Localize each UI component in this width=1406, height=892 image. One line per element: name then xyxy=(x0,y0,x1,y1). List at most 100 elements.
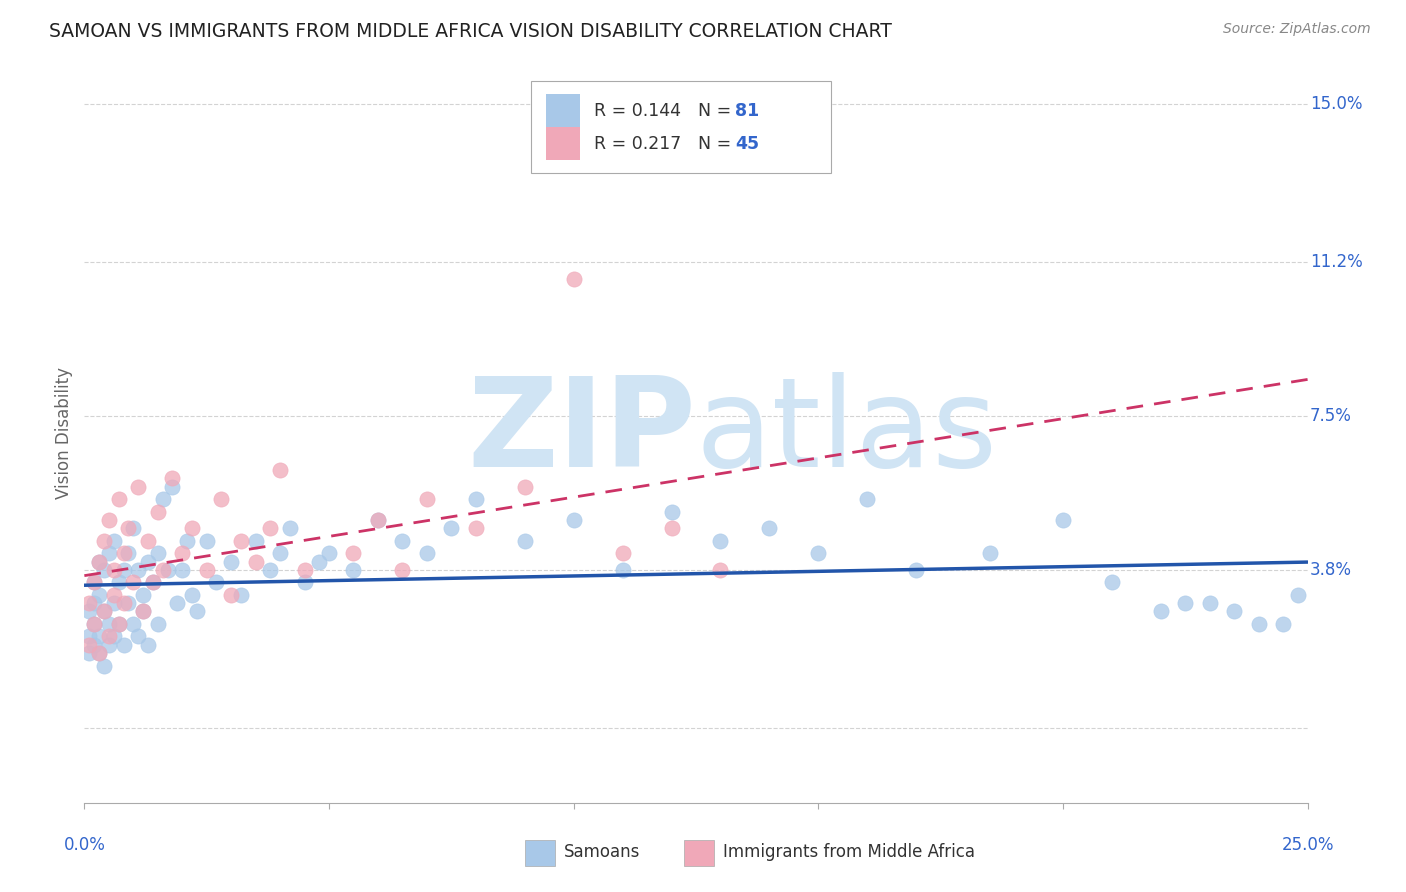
Point xyxy=(112,563,135,577)
Point xyxy=(905,563,928,577)
Point xyxy=(156,563,179,577)
Point xyxy=(87,555,110,569)
Text: Samoans: Samoans xyxy=(564,844,640,862)
Point xyxy=(122,575,145,590)
Text: R = 0.144: R = 0.144 xyxy=(595,102,682,120)
Point xyxy=(112,596,135,610)
Point xyxy=(117,546,139,560)
Point xyxy=(77,605,100,619)
Point xyxy=(1052,513,1074,527)
Point xyxy=(87,629,110,643)
Point xyxy=(172,563,194,577)
Point xyxy=(77,629,100,643)
Point xyxy=(117,596,139,610)
Point xyxy=(259,563,281,577)
Point xyxy=(464,492,486,507)
Point xyxy=(1272,616,1295,631)
Point xyxy=(146,505,169,519)
Point xyxy=(127,480,149,494)
Point xyxy=(661,521,683,535)
Point xyxy=(93,533,115,548)
Point xyxy=(87,588,110,602)
Point xyxy=(229,588,252,602)
Point xyxy=(709,563,731,577)
Point xyxy=(367,513,389,527)
Point xyxy=(122,521,145,535)
Point xyxy=(367,513,389,527)
Text: N =: N = xyxy=(699,135,737,153)
Point xyxy=(142,575,165,590)
Point xyxy=(93,658,115,673)
Point xyxy=(87,555,110,569)
Point xyxy=(1101,575,1123,590)
Point xyxy=(979,546,1001,560)
Point xyxy=(77,646,100,660)
Point xyxy=(661,505,683,519)
Point xyxy=(219,555,242,569)
Point xyxy=(195,533,218,548)
Point xyxy=(93,605,115,619)
FancyBboxPatch shape xyxy=(531,81,831,173)
Point xyxy=(278,521,301,535)
Point xyxy=(308,555,330,569)
Point xyxy=(464,521,486,535)
Text: R = 0.217: R = 0.217 xyxy=(595,135,682,153)
Text: 3.8%: 3.8% xyxy=(1310,561,1353,579)
Point xyxy=(709,533,731,548)
Point xyxy=(97,638,120,652)
Point xyxy=(416,546,439,560)
Text: 0.0%: 0.0% xyxy=(63,836,105,854)
Text: atlas: atlas xyxy=(696,372,998,493)
Point xyxy=(103,629,125,643)
Point xyxy=(245,555,267,569)
Point xyxy=(259,521,281,535)
Text: N =: N = xyxy=(699,102,737,120)
Text: 11.2%: 11.2% xyxy=(1310,253,1362,271)
Point xyxy=(172,546,194,560)
Point xyxy=(219,588,242,602)
Point xyxy=(513,533,536,548)
Point xyxy=(342,563,364,577)
Point xyxy=(146,546,169,560)
Point xyxy=(107,616,129,631)
Point xyxy=(103,533,125,548)
Point xyxy=(97,546,120,560)
Point xyxy=(176,533,198,548)
Text: 81: 81 xyxy=(735,102,759,120)
Point xyxy=(807,546,830,560)
Text: SAMOAN VS IMMIGRANTS FROM MIDDLE AFRICA VISION DISABILITY CORRELATION CHART: SAMOAN VS IMMIGRANTS FROM MIDDLE AFRICA … xyxy=(49,22,891,41)
Point xyxy=(77,596,100,610)
Point xyxy=(112,546,135,560)
Point xyxy=(1198,596,1220,610)
Text: 7.5%: 7.5% xyxy=(1310,407,1353,425)
Point xyxy=(142,575,165,590)
Point xyxy=(205,575,228,590)
Point xyxy=(1223,605,1246,619)
Point xyxy=(269,463,291,477)
Point xyxy=(1150,605,1173,619)
Point xyxy=(1247,616,1270,631)
Point xyxy=(1286,588,1309,602)
Point xyxy=(229,533,252,548)
Point xyxy=(294,575,316,590)
Point xyxy=(181,588,204,602)
Point xyxy=(112,638,135,652)
Point xyxy=(152,563,174,577)
Point xyxy=(1174,596,1197,610)
Point xyxy=(269,546,291,560)
Point xyxy=(97,629,120,643)
Point xyxy=(162,471,184,485)
Point xyxy=(132,605,155,619)
Point xyxy=(513,480,536,494)
Point xyxy=(209,492,232,507)
Point xyxy=(107,575,129,590)
Point xyxy=(83,575,105,590)
Point xyxy=(294,563,316,577)
Point xyxy=(136,638,159,652)
Point xyxy=(103,563,125,577)
Point xyxy=(318,546,340,560)
Point xyxy=(93,605,115,619)
Point xyxy=(83,575,105,590)
Point xyxy=(391,533,413,548)
Point xyxy=(103,596,125,610)
